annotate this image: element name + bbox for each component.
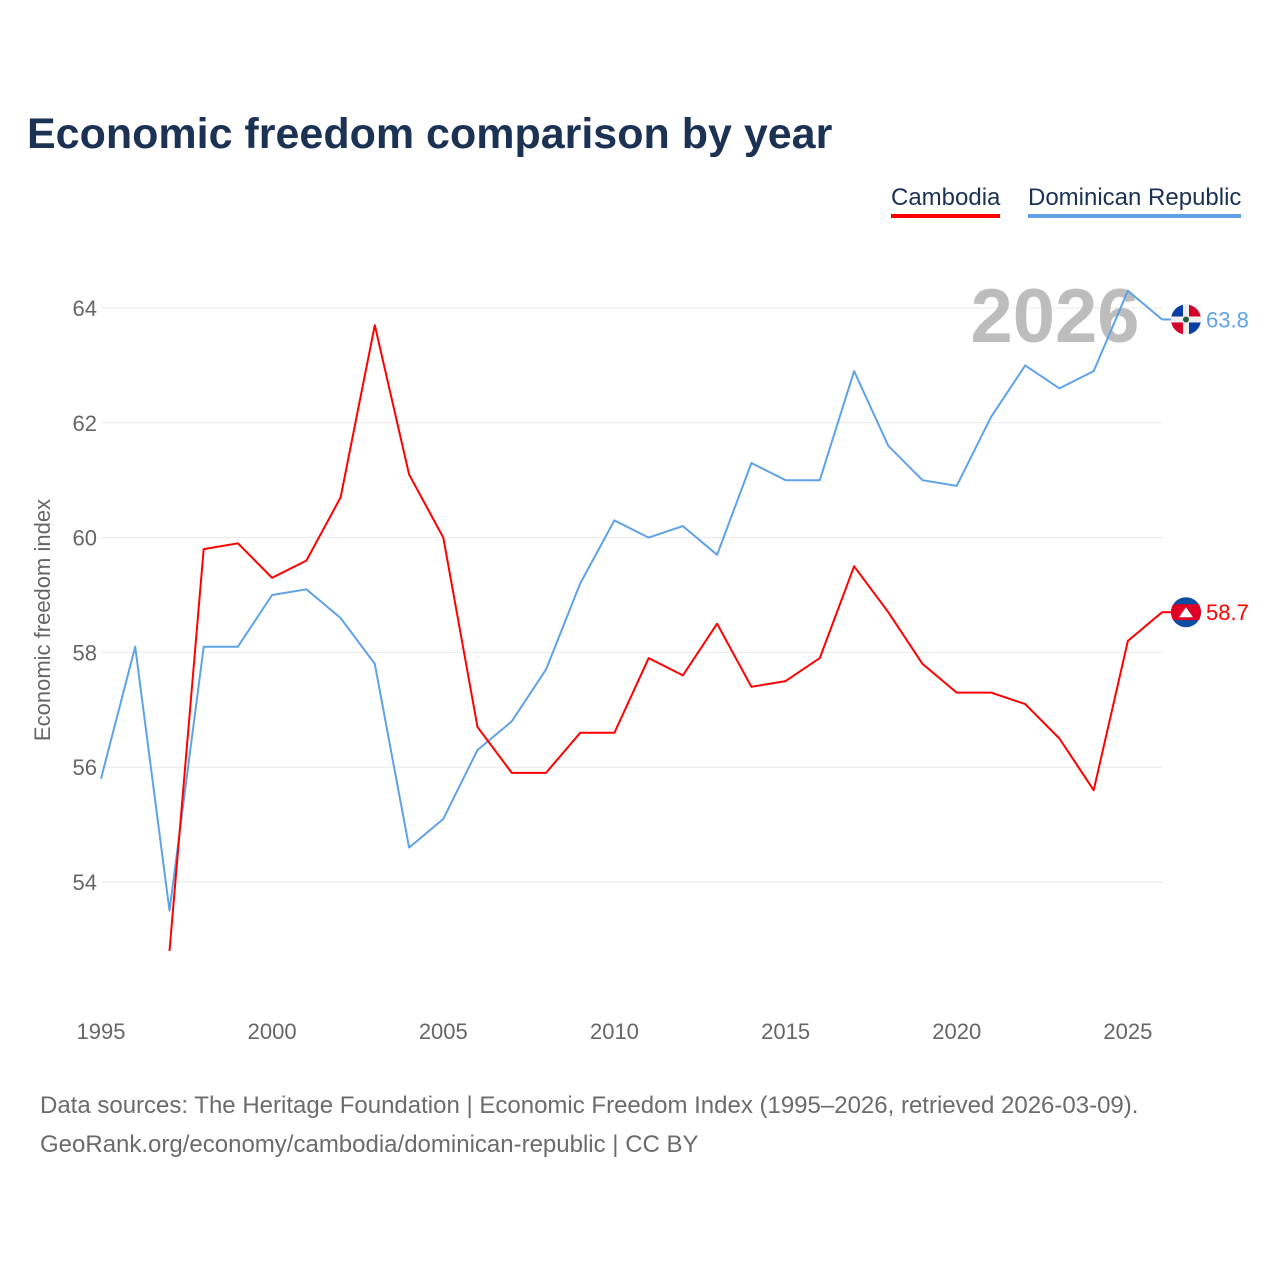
flag-body: [1171, 597, 1201, 628]
attribution-link[interactable]: GeoRank.org/economy/cambodia/dominican-r…: [40, 1131, 699, 1158]
end-value-label: 63.8: [1206, 307, 1249, 332]
flag-q3: [1171, 322, 1183, 335]
y-tick-label: 64: [73, 296, 97, 321]
chart-title: Economic freedom comparison by year: [27, 110, 833, 158]
x-tick-label: 2025: [1103, 1019, 1152, 1044]
cambodia-flag-icon: [1171, 597, 1201, 628]
legend-item-cambodia[interactable]: Cambodia: [891, 184, 1001, 218]
x-tick-label: 2005: [419, 1019, 468, 1044]
flag-emblem: [1183, 316, 1189, 323]
footer: Data sources: The Heritage Foundation | …: [40, 1086, 1138, 1164]
end-value-label: 58.7: [1206, 600, 1249, 625]
series-line-cambodia: [168, 324, 1163, 951]
x-tick-label: 2010: [590, 1019, 639, 1044]
y-tick-label: 62: [73, 411, 97, 436]
x-tick-label: 2015: [761, 1019, 810, 1044]
y-tick-label: 60: [73, 526, 97, 551]
legend-item-dominican-republic[interactable]: Dominican Republic: [1028, 184, 1242, 218]
x-tick-label: 2020: [932, 1019, 981, 1044]
x-tick-label: 2000: [248, 1019, 297, 1044]
series-line-dominican-republic: [100, 289, 1163, 912]
flag-body: [1171, 304, 1201, 335]
y-tick-label: 56: [73, 755, 97, 780]
data-source-text: Data sources: The Heritage Foundation | …: [40, 1092, 1139, 1119]
temple-shape: [1179, 607, 1193, 618]
y-tick-label: 58: [73, 640, 97, 665]
flag-q4: [1189, 322, 1201, 335]
x-tick-label: 1995: [77, 1019, 126, 1044]
flag-q1: [1171, 304, 1183, 317]
y-tick-label: 54: [73, 870, 97, 895]
year-watermark: 2026: [970, 274, 1139, 359]
flag-q2: [1189, 304, 1201, 317]
y-axis-label: Economic freedom index: [30, 499, 55, 741]
dominican-republic-flag-icon: [1171, 304, 1201, 335]
